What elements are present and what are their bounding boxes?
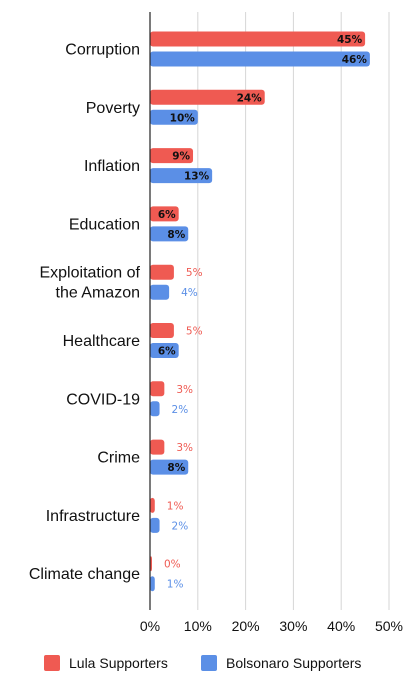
data-label-lula: 9% (172, 151, 190, 163)
bar-bols (150, 401, 160, 417)
data-label-lula: 45% (337, 34, 363, 46)
x-tick-labels: 0% 10% 20% 30% 40% 50% (140, 618, 403, 634)
legend: Lula Supporters Bolsonaro Supporters (44, 655, 361, 671)
data-label-bols: 13% (184, 171, 210, 183)
value-labels: 45% 46% 24% 10% 9% 13% 6% 8% 5% 4% 5% 6% 3% 2% 3% 8% 1% 2… (158, 34, 367, 591)
bar-bols (150, 51, 370, 67)
category-label: Poverty (86, 100, 140, 117)
data-label-lula: 5% (186, 267, 203, 279)
category-label: Corruption (65, 42, 140, 59)
category-label: Education (69, 216, 140, 233)
legend-label-bolsonaro: Bolsonaro Supporters (226, 655, 361, 671)
x-tick-label: 10% (184, 618, 212, 634)
data-label-bols: 46% (342, 54, 368, 66)
data-label-bols: 6% (158, 346, 176, 358)
data-label-lula: 0% (164, 559, 181, 571)
bar-bols (150, 168, 213, 184)
data-label-bols: 2% (172, 520, 189, 532)
data-label-lula: 6% (158, 209, 176, 221)
category-label: Infrastructure (46, 508, 140, 525)
x-tick-label: 0% (140, 618, 160, 634)
bar-bols (150, 226, 189, 242)
category-label: COVID-19 (66, 391, 140, 408)
bar-lula (150, 439, 165, 455)
category-label: Climate change (29, 566, 140, 583)
legend-swatch-bolsonaro (201, 655, 217, 671)
bar-lula (150, 89, 265, 105)
bar-lula (150, 31, 366, 47)
bar-lula (150, 381, 165, 397)
data-label-lula: 1% (167, 500, 184, 512)
bar-bols (150, 109, 198, 125)
data-label-bols: 8% (167, 462, 185, 474)
data-label-bols: 4% (181, 287, 198, 299)
category-label: Healthcare (63, 333, 140, 350)
category-label: Crime (97, 450, 140, 467)
data-label-bols: 8% (167, 229, 185, 241)
category-label: Exploitation of the Amazon (39, 265, 140, 302)
bar-lula (150, 148, 194, 164)
bars (150, 31, 370, 592)
x-tick-label: 50% (375, 618, 403, 634)
bar-bols (150, 459, 189, 475)
legend-label-lula: Lula Supporters (69, 655, 168, 671)
x-tick-label: 20% (232, 618, 260, 634)
bar-bols (150, 343, 179, 358)
bar-lula (150, 264, 174, 280)
data-label-lula: 24% (237, 92, 263, 104)
legend-swatch-lula (44, 655, 60, 671)
bar-bols (150, 576, 155, 592)
category-label: Inflation (84, 158, 140, 175)
gridlines (197, 12, 390, 610)
category-labels: Corruption Poverty Inflation Education Explo… (29, 42, 141, 584)
data-label-bols: 2% (172, 404, 189, 416)
bar-bols (150, 517, 160, 533)
x-tick-label: 30% (279, 618, 307, 634)
bar-bols (150, 284, 170, 300)
data-label-bols: 10% (170, 112, 196, 124)
bar-lula (150, 497, 155, 513)
data-label-lula: 3% (176, 384, 193, 396)
bar-lula (150, 206, 179, 222)
x-tick-label: 40% (327, 618, 355, 634)
bar-lula (150, 323, 174, 338)
data-label-lula: 5% (186, 326, 203, 338)
data-label-bols: 1% (167, 579, 184, 591)
data-label-lula: 3% (176, 442, 193, 454)
